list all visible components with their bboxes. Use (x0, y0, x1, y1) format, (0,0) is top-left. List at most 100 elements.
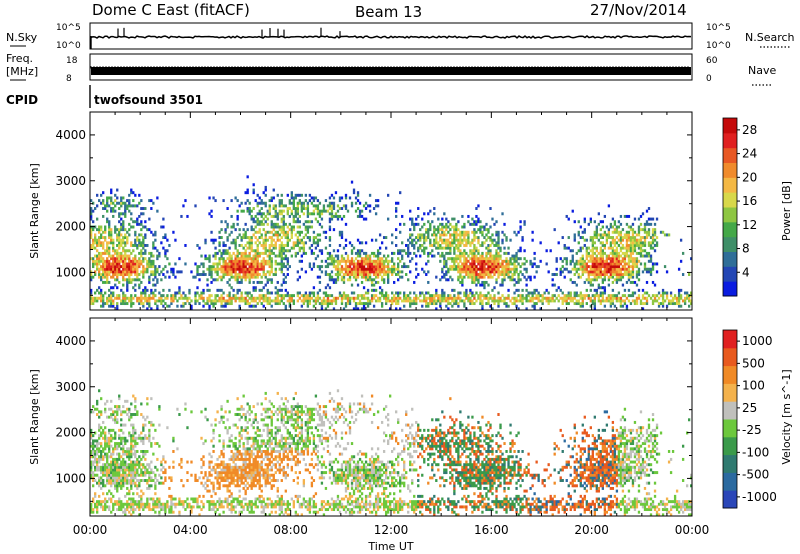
heatmap-cell (214, 251, 217, 255)
heatmap-cell (364, 251, 368, 255)
heatmap-cell (679, 259, 683, 263)
heatmap-cell (483, 225, 486, 229)
heatmap-cell (146, 471, 149, 475)
heatmap-cell (134, 288, 137, 292)
heatmap-cell (585, 254, 588, 258)
heatmap-cell (146, 302, 149, 306)
heatmap-cell (258, 262, 261, 266)
heatmap-cell (338, 214, 342, 218)
heatmap-cell (134, 465, 137, 469)
heatmap-cell (332, 207, 336, 210)
heatmap-cell (599, 257, 602, 261)
heatmap-cell (286, 259, 289, 263)
heatmap-cell (252, 233, 255, 237)
heatmap-cell (589, 217, 592, 221)
heatmap-cell (485, 251, 488, 255)
heatmap-cell (376, 199, 380, 203)
heatmap-cell (98, 410, 101, 414)
heatmap-cell (330, 275, 334, 279)
heatmap-cell (605, 273, 609, 276)
heatmap-cell (140, 489, 143, 493)
heatmap-cell (334, 278, 338, 282)
heatmap-cell (232, 262, 235, 266)
heatmap-cell (611, 262, 615, 266)
heatmap-cell (144, 267, 147, 271)
heatmap-cell (142, 236, 145, 240)
heatmap-cell (142, 463, 145, 467)
heatmap-cell (525, 294, 528, 298)
heatmap-cell (134, 428, 137, 432)
heatmap-cell (581, 267, 584, 271)
heatmap-cell (348, 270, 352, 274)
heatmap-cell (128, 273, 131, 276)
heatmap-cell (579, 249, 582, 253)
heatmap-cell (246, 241, 249, 245)
heatmap-cell (234, 257, 237, 261)
heatmap-cell (641, 254, 645, 258)
heatmap-cell (150, 262, 153, 266)
heatmap-cell (132, 510, 135, 514)
heatmap-cell (617, 233, 621, 237)
heatmap-cell (120, 238, 123, 242)
heatmap-cell (336, 259, 340, 263)
heatmap-cell (268, 209, 271, 213)
heatmap-cell (477, 275, 480, 279)
heatmap-cell (411, 217, 414, 221)
heatmap-cell (142, 267, 145, 271)
heatmap-cell (262, 265, 265, 269)
heatmap-cell (298, 259, 301, 263)
heatmap-cell (230, 230, 233, 234)
heatmap-cell (465, 233, 468, 237)
heatmap-cell (244, 236, 247, 240)
heatmap-cell (595, 267, 598, 271)
heatmap-cell (204, 257, 207, 261)
heatmap-cell (519, 228, 522, 232)
heatmap-cell (439, 244, 442, 247)
heatmap-cell (226, 273, 229, 276)
heatmap-cell (134, 233, 137, 237)
heatmap-cell (344, 270, 348, 274)
heatmap-cell (100, 228, 103, 232)
heatmap-cell (627, 236, 631, 240)
heatmap-cell (130, 465, 133, 469)
heatmap-cell (228, 291, 231, 295)
heatmap-cell (395, 307, 398, 311)
heatmap-cell (288, 222, 291, 226)
heatmap-cell (471, 254, 474, 258)
heatmap-cell (607, 294, 611, 298)
heatmap-cell (264, 244, 267, 247)
heatmap-cell (601, 280, 605, 284)
heatmap-cell (246, 262, 249, 266)
heatmap-cell (132, 413, 135, 416)
heatmap-cell (116, 307, 119, 311)
heatmap-cell (467, 214, 470, 218)
power-colorbar-tick: 24 (742, 147, 757, 161)
heatmap-cell (260, 265, 263, 269)
heatmap-cell (298, 249, 301, 253)
heatmap-cell (116, 302, 119, 306)
heatmap-cell (615, 236, 619, 240)
heatmap-cell (286, 238, 289, 242)
heatmap-cell (256, 270, 259, 274)
heatmap-cell (471, 278, 474, 282)
heatmap-cell (118, 294, 121, 298)
heatmap-cell (318, 209, 322, 213)
heatmap-cell (234, 254, 237, 258)
heatmap-cell (96, 439, 99, 443)
heatmap-cell (120, 299, 123, 303)
heatmap-cell (567, 291, 570, 295)
heatmap-cell (232, 296, 235, 300)
heatmap-cell (681, 299, 685, 303)
heatmap-cell (531, 230, 534, 234)
heatmap-cell (148, 278, 151, 282)
heatmap-cell (471, 249, 474, 253)
heatmap-cell (294, 209, 297, 213)
heatmap-cell (382, 296, 386, 300)
heatmap-cell (348, 259, 352, 263)
heatmap-cell (90, 214, 93, 218)
heatmap-cell (184, 294, 187, 298)
heatmap-cell (617, 296, 621, 300)
heatmap-cell (415, 275, 418, 279)
heatmap-cell (256, 275, 259, 279)
